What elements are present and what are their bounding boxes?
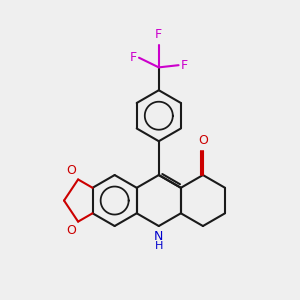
Text: F: F — [181, 59, 188, 72]
Text: H: H — [154, 241, 163, 251]
Text: O: O — [66, 164, 76, 177]
Text: O: O — [66, 224, 76, 237]
Text: F: F — [155, 28, 162, 41]
Text: N: N — [154, 230, 164, 242]
Text: O: O — [198, 134, 208, 147]
Text: F: F — [129, 51, 137, 64]
